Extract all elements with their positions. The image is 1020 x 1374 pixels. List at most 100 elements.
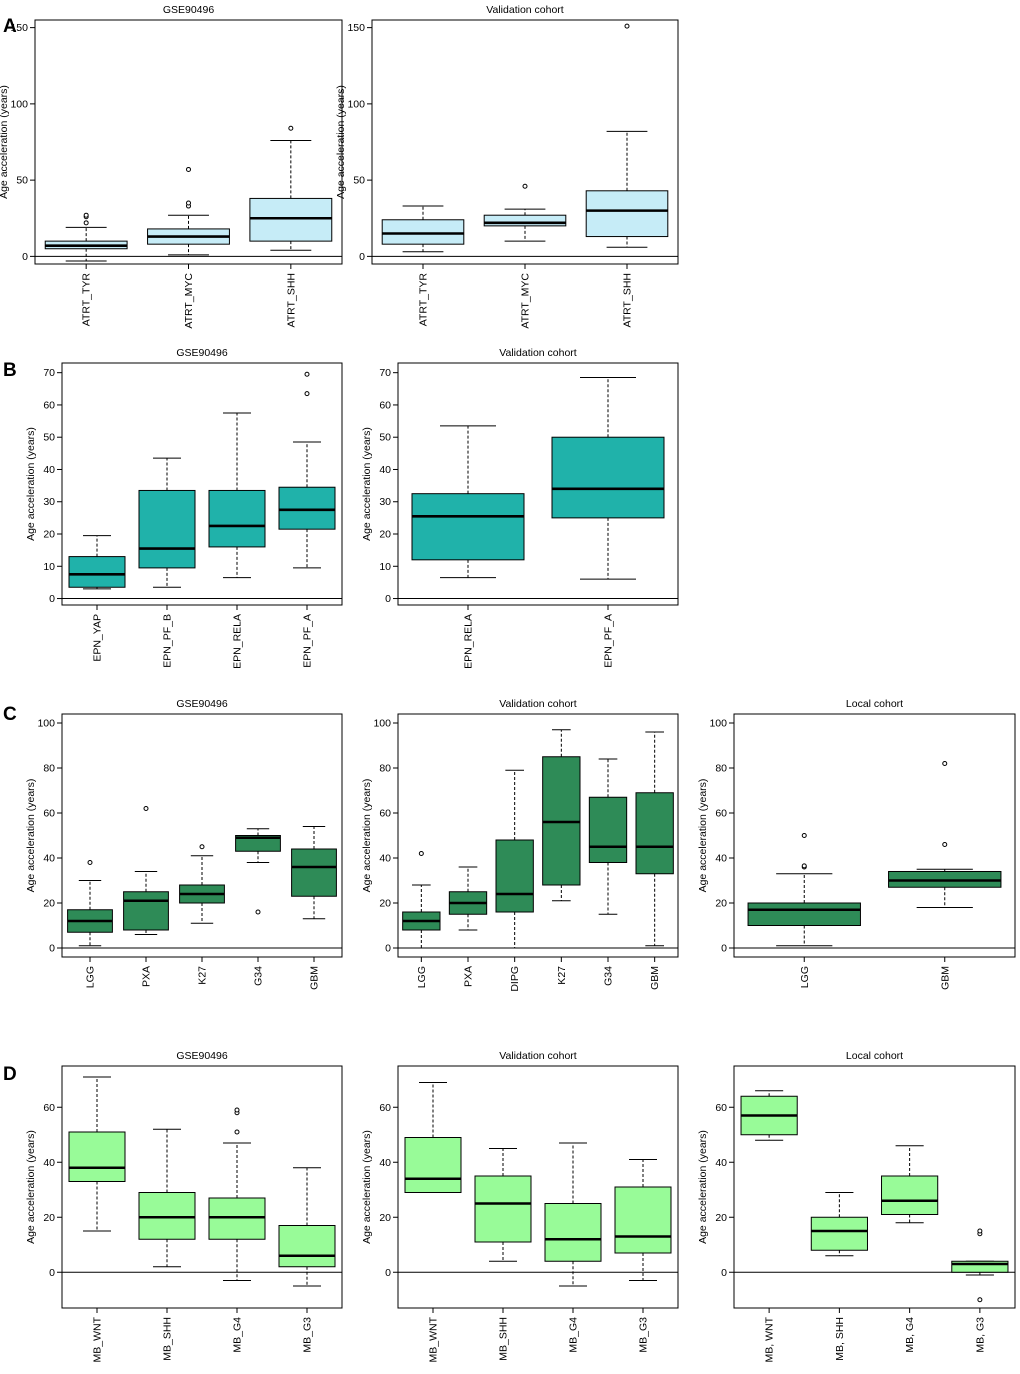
box-atrt-myc	[483, 183, 567, 242]
y-axis-label: Age acceleration (years)	[335, 85, 347, 199]
y-tick-label: 100	[37, 718, 55, 730]
chart-title: Local cohort	[846, 1050, 903, 1062]
outlier-point	[942, 842, 948, 847]
chart-title: GSE90496	[163, 4, 215, 16]
y-axis-label: Age acceleration (years)	[25, 1130, 37, 1244]
x-tick-label: GBM	[649, 966, 661, 990]
box-epn-pf-a	[551, 377, 665, 580]
x-tick-label: EPN_RELA	[232, 614, 244, 669]
y-tick-label: 50	[353, 175, 365, 187]
box-mb-g3	[614, 1159, 672, 1281]
y-tick-label: 70	[379, 367, 391, 379]
box-dipg	[495, 769, 534, 949]
y-tick-label: 60	[715, 808, 727, 820]
iqr-box	[381, 219, 465, 245]
iqr-box	[635, 792, 674, 875]
outlier-point	[186, 166, 191, 172]
box-k27	[542, 729, 581, 902]
outlier-point	[304, 371, 310, 377]
y-tick-label: 80	[43, 763, 55, 775]
y-tick-label: 20	[43, 898, 55, 910]
x-tick-label: ATRT_SHH	[285, 273, 297, 327]
x-tick-label: MB_G3	[302, 1317, 314, 1353]
outlier-point	[418, 851, 424, 856]
iqr-box	[68, 1131, 126, 1182]
x-tick-label: ATRT_SHH	[622, 273, 634, 327]
plot-frame	[397, 362, 679, 606]
y-tick-label: 20	[715, 1212, 727, 1224]
chart-c1: GSE90496 0 20 40 60 80 100 Age acceleration (ye…	[25, 698, 343, 990]
x-tick-label: MB_G4	[232, 1317, 244, 1353]
outlier-point	[186, 200, 191, 206]
plot-frame	[733, 1065, 1016, 1309]
y-tick-label: 150	[10, 22, 28, 34]
y-tick-label: 60	[379, 808, 391, 820]
y-tick-label: 20	[43, 1212, 55, 1224]
iqr-box	[551, 436, 665, 519]
iqr-box	[614, 1186, 672, 1254]
x-tick-label: PXA	[141, 966, 153, 987]
plot-frame	[397, 713, 679, 958]
y-tick-label: 40	[43, 1157, 55, 1169]
box-lgg	[67, 860, 113, 947]
iqr-box	[235, 835, 281, 852]
y-tick-label: 100	[10, 98, 28, 110]
outlier-point	[942, 761, 948, 766]
y-tick-label: 0	[385, 593, 391, 605]
box-g34	[235, 828, 281, 915]
outlier-point	[234, 1107, 240, 1113]
x-tick-label: MB, WNT	[764, 1316, 776, 1362]
y-tick-label: 0	[721, 1267, 727, 1279]
y-axis-label: Age acceleration (years)	[0, 85, 10, 199]
x-tick-label: LGG	[416, 966, 428, 988]
y-axis-label: Age acceleration (years)	[25, 779, 37, 893]
y-tick-label: 150	[347, 22, 365, 34]
chart-d1: GSE90496 0 20 40 60 Age acceleration (years) M…	[25, 1050, 343, 1363]
chart-c2: Validation cohort 0 20 40 60 80 100 Age acceler…	[361, 698, 679, 992]
box-gbm	[888, 761, 1002, 908]
iqr-box	[588, 796, 628, 863]
outlier-point	[624, 23, 630, 29]
y-tick-label: 40	[715, 1157, 727, 1169]
box-pxa	[123, 806, 169, 935]
panel-letter-c: C	[3, 704, 17, 725]
x-tick-label: LGG	[85, 966, 97, 988]
y-tick-label: 100	[709, 718, 727, 730]
box-mb-g4	[208, 1107, 266, 1281]
x-tick-label: EPN_PF_A	[603, 614, 615, 668]
iqr-box	[208, 489, 266, 548]
x-tick-label: MB_SHH	[498, 1317, 510, 1361]
y-tick-label: 0	[721, 943, 727, 955]
y-tick-label: 30	[379, 496, 391, 508]
outlier-point	[977, 1297, 983, 1303]
outlier-point	[977, 1228, 983, 1234]
y-axis-label: Age acceleration (years)	[361, 1130, 373, 1244]
box-mb-wnt	[740, 1090, 798, 1141]
iqr-box	[278, 486, 336, 530]
chart-title: Validation cohort	[486, 4, 564, 16]
iqr-box	[278, 1225, 336, 1268]
box-epn-pf-b	[138, 457, 196, 588]
y-axis-label: Age acceleration (years)	[25, 427, 37, 541]
iqr-box	[123, 891, 169, 931]
y-tick-label: 50	[16, 175, 28, 187]
x-tick-label: EPN_YAP	[92, 614, 104, 662]
x-tick-label: EPN_PF_A	[302, 614, 314, 668]
x-tick-label: MB_WNT	[428, 1316, 440, 1362]
iqr-box	[291, 848, 337, 897]
x-tick-label: G34	[253, 966, 265, 986]
box-gbm	[635, 731, 674, 947]
box-epn-rela	[208, 412, 266, 579]
box-mb-shh	[810, 1192, 868, 1257]
iqr-box	[474, 1175, 532, 1243]
box-mb-shh	[474, 1148, 532, 1262]
box-g34	[588, 758, 628, 915]
y-tick-label: 60	[43, 399, 55, 411]
chart-title: GSE90496	[176, 698, 228, 710]
y-tick-label: 0	[49, 593, 55, 605]
box-epn-yap	[68, 535, 126, 590]
y-tick-label: 10	[43, 561, 55, 573]
y-tick-label: 20	[43, 529, 55, 541]
y-tick-label: 0	[385, 943, 391, 955]
x-tick-label: EPN_RELA	[463, 614, 475, 669]
